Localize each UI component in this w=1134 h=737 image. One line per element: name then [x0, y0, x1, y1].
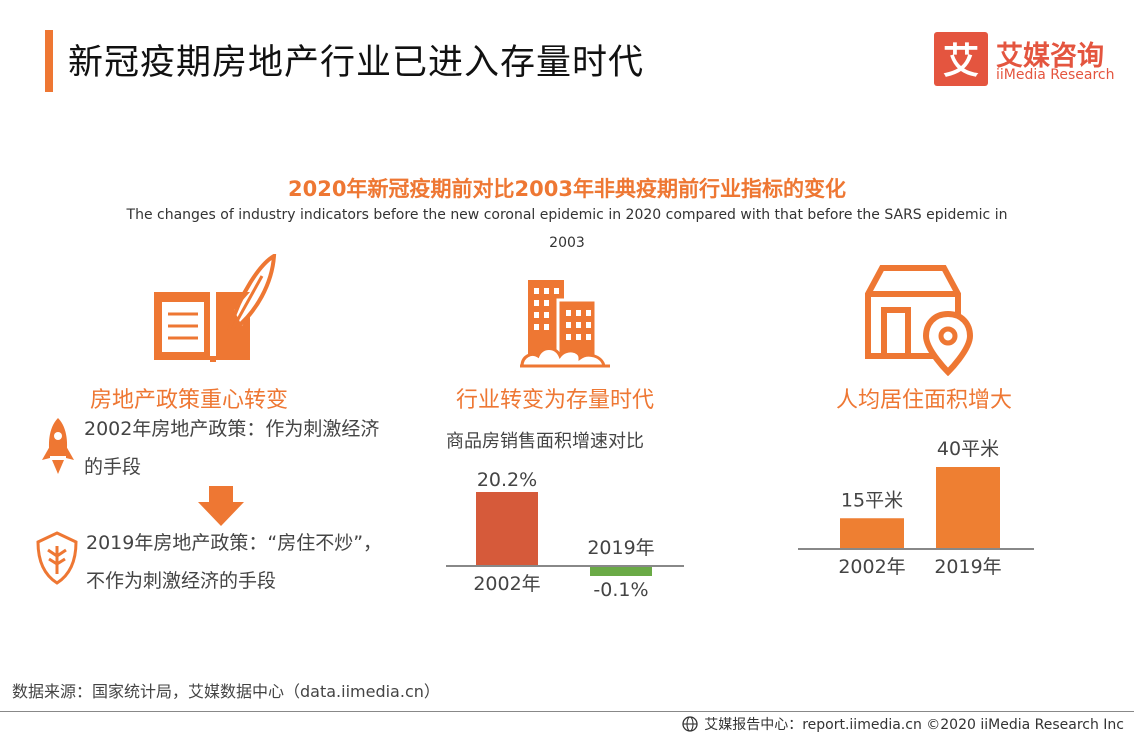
house-location-icon [864, 264, 980, 380]
area-value-label-1: 40平米 [937, 438, 999, 460]
logo-mark-icon: 艾 [934, 32, 988, 86]
area-value-label-0: 15平米 [841, 489, 903, 511]
arrow-down-icon [196, 486, 246, 530]
growth-category-label-1: 2019年 [587, 537, 654, 559]
logo-glyph: 艾 [943, 41, 979, 82]
area-heading: 人均居住面积增大 [836, 388, 1013, 413]
stock-heading: 行业转变为存量时代 [456, 388, 655, 413]
logo-text-cn: 艾媒咨询 [996, 41, 1104, 72]
logo-text-en: iiMedia Research [996, 67, 1115, 83]
rocket-icon [40, 416, 76, 480]
globe-icon [682, 716, 698, 732]
growth-rate-chart: 20.2% 2002年 -0.1% 2019年 [446, 469, 684, 601]
growth-category-label-0: 2002年 [473, 573, 540, 595]
growth-bar-1 [590, 567, 652, 576]
policy-heading: 房地产政策重心转变 [90, 388, 289, 413]
footer-divider [0, 711, 1134, 712]
footer-copyright-text: 艾媒报告中心：report.iimedia.cn ©2020 iiMedia R… [704, 717, 1124, 733]
title-accent-bar [45, 30, 53, 92]
growth-value-label-0: 20.2% [477, 469, 537, 491]
buildings-icon [518, 276, 612, 372]
area-category-label-1: 2019年 [934, 556, 1001, 578]
chart-subtitle-cn: 2020年新冠疫期前对比2003年非典疫期前行业指标的变化 [288, 177, 846, 201]
area-category-label-0: 2002年 [838, 556, 905, 578]
data-source: 数据来源：国家统计局，艾媒数据中心（data.iimedia.cn） [12, 682, 440, 701]
living-area-chart: 15平米 2002年 40平米 2019年 [798, 438, 1034, 578]
shield-leaf-icon [34, 530, 80, 590]
iimedia-logo: 艾 艾媒咨询 iiMedia Research [934, 32, 1115, 88]
stock-chart-caption: 商品房销售面积增速对比 [446, 431, 644, 452]
policy-2002-text: 2002年房地产政策：作为刺激经济的手段 [84, 418, 380, 478]
growth-bar-0 [476, 492, 538, 566]
footer-copyright: 艾媒报告中心：report.iimedia.cn ©2020 iiMedia R… [682, 714, 1124, 734]
chart-subtitle-en: The changes of industry indicators befor… [126, 207, 1008, 251]
policy-2019-text: 2019年房地产政策：“房住不炒”，不作为刺激经济的手段 [86, 532, 383, 592]
growth-value-label-1: -0.1% [593, 579, 648, 601]
book-quill-icon [150, 252, 280, 370]
area-bar-0 [840, 518, 904, 549]
page-title: 新冠疫期房地产行业已进入存量时代 [68, 43, 645, 83]
area-bar-1 [936, 467, 1000, 549]
